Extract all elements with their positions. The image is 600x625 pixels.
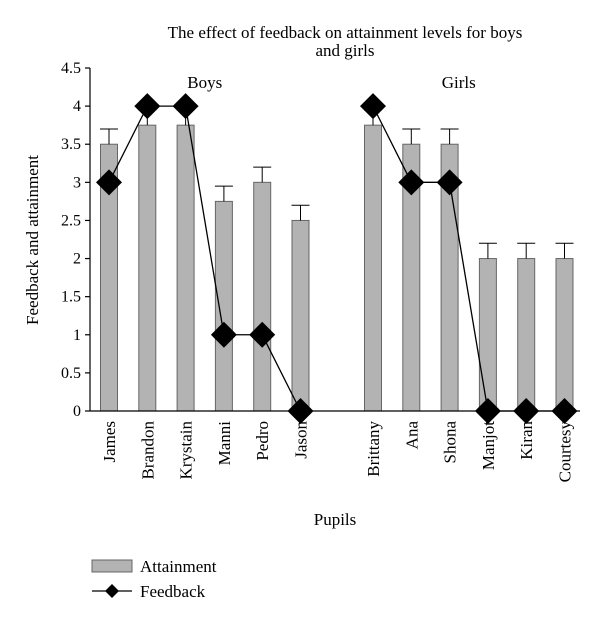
x-tick-label-krystain: Krystain: [177, 421, 196, 480]
x-tick-label-brittany: Brittany: [364, 421, 383, 477]
y-axis-label: Feedback and attainment: [23, 155, 42, 325]
bar-attainment-krystain: [176, 124, 195, 412]
y-tick-label: 2.5: [61, 212, 81, 229]
legend-label-feedback: Feedback: [140, 582, 206, 601]
x-tick-label-manjot: Manjot: [479, 421, 498, 470]
chart-title-line-1: The effect of feedback on attainment lev…: [168, 23, 523, 42]
feedback-marker-manni: [210, 321, 237, 348]
feedback-marker-jason: [287, 398, 314, 424]
feedback-marker-brittany: [360, 93, 386, 120]
chart-title: The effect of feedback on attainment lev…: [168, 23, 523, 60]
x-axis-label: Pupils: [314, 510, 357, 529]
legend-marker-feedback: [105, 584, 119, 598]
group-label-boys: Boys: [187, 73, 222, 92]
x-tick-label-kiran: Kiran: [517, 421, 536, 460]
legend-swatch-attainment: [91, 559, 133, 573]
y-tick-label: 0: [73, 403, 81, 420]
bar-attainment-manjot: [478, 258, 497, 412]
plot-area: 0 0.5 1 1.5 2 2.5 3 3.5 4 4.5 Boys James Brandon Krys…: [61, 60, 580, 482]
x-tick-label-pedro: Pedro: [253, 421, 272, 461]
bar-attainment-brittany: [364, 124, 382, 412]
y-tick-label: 1: [73, 327, 81, 344]
y-tick-label: 0.5: [61, 365, 81, 382]
bar-attainment-manni: [214, 200, 233, 412]
x-tick-label-james: James: [100, 421, 119, 463]
bar-attainment-brandon: [138, 124, 157, 412]
x-tick-label-jason: Jason: [292, 421, 311, 459]
x-tick-label-courtesy: Courtesy: [556, 421, 575, 483]
bar-attainment-jason: [291, 219, 310, 412]
legend-label-attainment: Attainment: [140, 557, 217, 576]
feedback-marker-pedro: [249, 321, 276, 348]
y-tick-label: 2: [73, 251, 81, 268]
x-tick-label-ana: Ana: [402, 421, 421, 450]
feedback-marker-ana: [398, 169, 425, 196]
y-tick-label: 3.5: [61, 136, 81, 153]
feedback-marker-kiran: [513, 398, 540, 424]
feedback-marker-courtesy: [551, 398, 578, 424]
feedback-line-boys: [108, 105, 302, 412]
bar-attainment-pedro: [253, 181, 272, 412]
feedback-marker-krystain: [172, 93, 199, 120]
y-tick-label: 4: [73, 98, 81, 115]
x-tick-label-brandon: Brandon: [138, 421, 157, 480]
x-tick-label-shona: Shona: [441, 421, 460, 464]
bar-attainment-kiran: [517, 258, 536, 412]
feedback-marker-manjot: [474, 398, 501, 424]
x-tick-label-manni: Manni: [215, 421, 234, 466]
group-label-girls: Girls: [442, 73, 476, 92]
y-tick-label: 4.5: [61, 60, 81, 77]
y-tick-label: 3: [73, 174, 81, 191]
feedback-line-girls: [372, 105, 565, 412]
feedback-marker-brandon: [134, 93, 161, 120]
feedback-marker-james: [96, 169, 122, 196]
legend: Attainment Feedback: [91, 557, 217, 601]
feedback-marker-shona: [436, 169, 463, 196]
chart-title-line-2: and girls: [315, 41, 374, 60]
bar-attainment-courtesy: [555, 258, 574, 412]
y-tick-label: 1.5: [61, 289, 81, 306]
